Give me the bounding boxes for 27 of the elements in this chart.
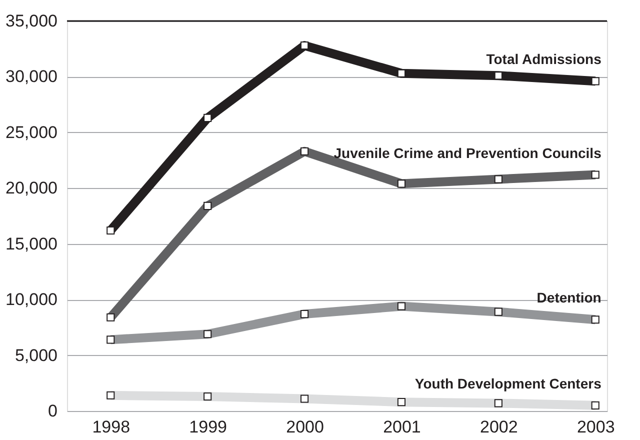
x-tick-label: 1999 [189,418,227,436]
x-tick-label: 2000 [286,418,324,436]
y-tick-label: 20,000 [6,178,58,198]
y-tick-label: 0 [48,402,58,420]
point [204,114,212,122]
point [591,77,600,86]
series-label: Juvenile Crime and Prevention Councils [334,144,602,161]
series-label: Total Admissions [486,51,602,68]
y-tick-label: 10,000 [6,290,58,310]
series-label: Youth Development Centers [414,375,602,392]
point [106,391,115,400]
x-tick-label: 1998 [92,418,130,436]
point [300,394,309,403]
y-tick-label: 25,000 [6,122,58,142]
x-tick-label: 2002 [480,418,518,436]
y-tick-label: 15,000 [6,234,58,254]
y-tick-label: 35,000 [6,12,58,30]
point [397,398,406,406]
point [204,392,212,401]
point [494,72,502,80]
x-tick-label: 2001 [383,418,421,436]
y-tick-label: 5,000 [14,346,58,365]
point [591,401,600,410]
series-label: Detention [536,290,602,306]
y-tick-label: 30,000 [6,67,58,86]
point [494,399,502,408]
x-tick-label: 2003 [576,418,615,436]
